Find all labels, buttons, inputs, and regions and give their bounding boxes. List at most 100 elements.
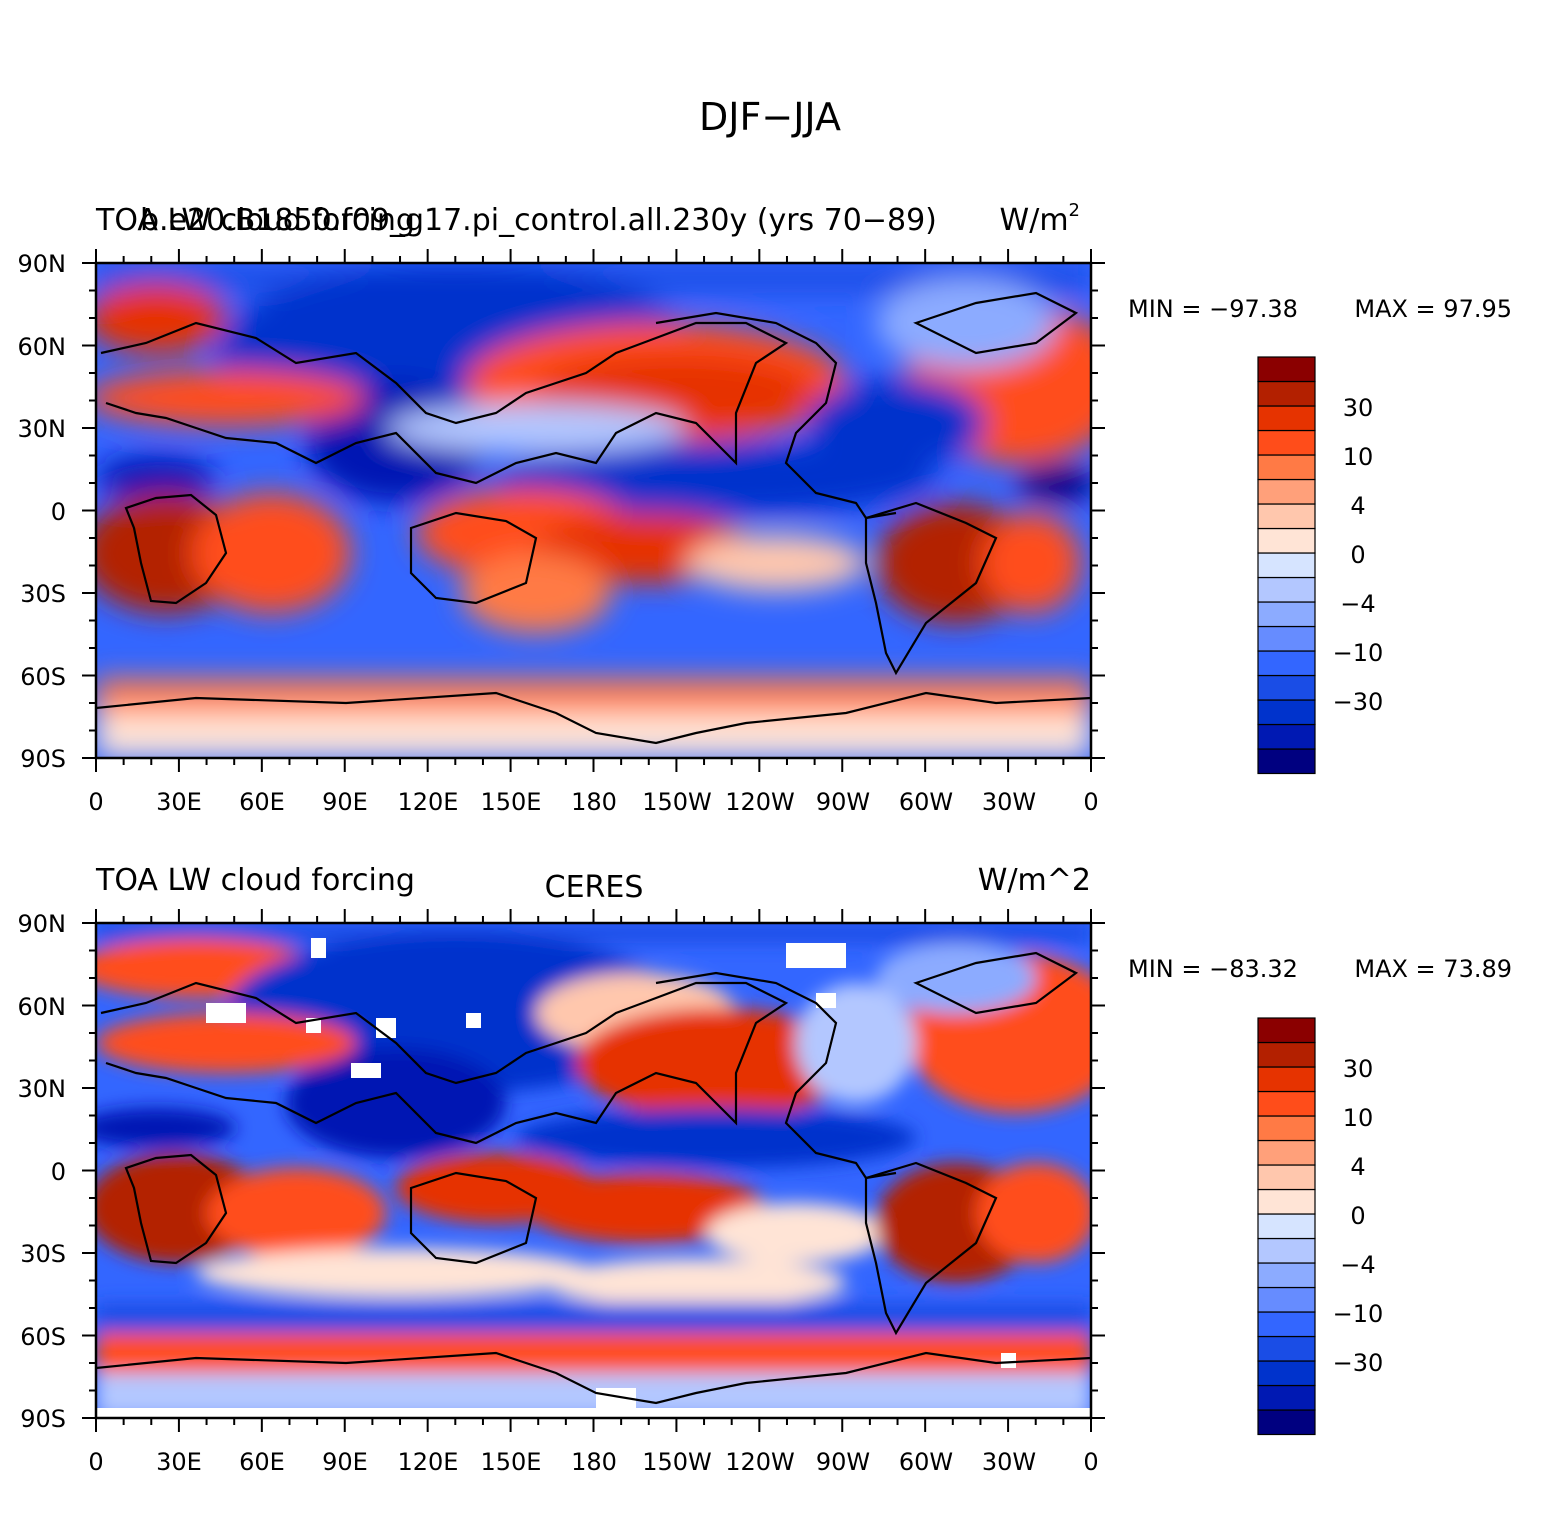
colorbar-swatch (1257, 552, 1316, 579)
panel-model: TOA LW cloud forcing b.e20.B1850.f09_g17… (18, 200, 1513, 816)
panel-center-title: b.e20.B1850.f09_g17.pi_control.all.230y … (140, 203, 937, 238)
colorbar-swatch (1257, 380, 1316, 407)
lon-label: 120E (398, 788, 459, 816)
figure-title: DJF−JJA (699, 95, 841, 139)
colorbar-swatch (1257, 1213, 1316, 1240)
colorbar-swatch (1257, 1164, 1316, 1191)
lon-label: 180 (571, 1448, 617, 1476)
colorbar-tick-label: 10 (1343, 443, 1374, 471)
lon-label: 120E (398, 1448, 459, 1476)
colorbar-swatch (1257, 576, 1316, 603)
lon-label: 150W (642, 1448, 712, 1476)
panel-units: W/m^2 (978, 863, 1091, 898)
lon-label: 120W (725, 1448, 795, 1476)
colorbar-swatch (1257, 1237, 1316, 1264)
lon-label: 90E (322, 1448, 368, 1476)
colorbar-tick-label: −10 (1333, 639, 1384, 667)
lon-label: 60E (239, 788, 285, 816)
lat-label: 60S (20, 1323, 66, 1351)
colorbar-tick-label: 30 (1343, 1055, 1374, 1083)
lon-label: 150E (481, 788, 542, 816)
colorbar-swatch (1257, 1041, 1316, 1068)
colorbar-tick-label: −4 (1340, 590, 1375, 618)
colorbar-swatch (1257, 527, 1316, 554)
lat-label: 90N (18, 910, 67, 938)
colorbar-swatch (1257, 429, 1316, 456)
colorbar-swatch (1257, 503, 1316, 530)
colorbar-swatch (1257, 1115, 1316, 1142)
lon-label: 0 (88, 1448, 103, 1476)
lat-label: 30S (20, 1240, 66, 1268)
axis-lat: 90N 60N 30N 0 30S 60S 90S (18, 910, 67, 1433)
panel-left-title: TOA LW cloud forcing (95, 203, 415, 238)
colorbar-tick-label: 0 (1350, 1202, 1365, 1230)
lat-label: 30S (20, 580, 66, 608)
min-label: MIN = −97.38 (1128, 295, 1298, 323)
colorbar-tick-label: −30 (1333, 1349, 1384, 1377)
lat-label: 0 (51, 498, 66, 526)
lon-label: 90W (816, 1448, 870, 1476)
colorbar-swatch (1257, 650, 1316, 677)
axis-lat: 90N 60N 30N 0 30S 60S 90S (18, 250, 67, 773)
colorbar-swatch (1257, 1335, 1316, 1362)
colorbar: 30 10 4 0 −4 −10 −30 (1257, 356, 1384, 775)
coastlines (96, 951, 1091, 1405)
colorbar-swatch (1257, 748, 1316, 775)
lon-label: 90E (322, 788, 368, 816)
colorbar-swatch (1257, 625, 1316, 652)
lat-label: 30N (18, 415, 67, 443)
colorbar-swatch (1257, 1409, 1316, 1436)
colorbar-swatch (1257, 674, 1316, 701)
axis-ticks (82, 909, 1105, 1432)
lon-label: 60W (899, 788, 953, 816)
colorbar-tick-label: 30 (1343, 394, 1374, 422)
coastlines (96, 291, 1091, 745)
colorbar-swatch (1257, 454, 1316, 481)
colorbar-swatch (1257, 1384, 1316, 1411)
lon-label: 30E (156, 1448, 202, 1476)
lon-label: 150W (642, 788, 712, 816)
colorbar-swatch (1257, 699, 1316, 726)
field-anomalies (96, 923, 1091, 1418)
lat-label: 60N (18, 993, 67, 1021)
lon-label: 0 (1083, 788, 1098, 816)
lon-label: 120W (725, 788, 795, 816)
colorbar-tick-label: −30 (1333, 688, 1384, 716)
panel-center-title: CERES (545, 870, 644, 905)
lat-label: 0 (51, 1158, 66, 1186)
field-anomalies (96, 263, 1091, 758)
lat-label: 60S (20, 663, 66, 691)
lat-label: 90S (20, 745, 66, 773)
lat-label: 60N (18, 333, 67, 361)
lon-label: 0 (1083, 1448, 1098, 1476)
axis-ticks (82, 249, 1105, 772)
colorbar-swatch (1257, 1188, 1316, 1215)
colorbar-tick-label: 0 (1350, 541, 1365, 569)
colorbar-swatch (1257, 1066, 1316, 1093)
lat-label: 30N (18, 1075, 67, 1103)
lon-label: 60E (239, 1448, 285, 1476)
colorbar-tick-label: −10 (1333, 1300, 1384, 1328)
colorbar-swatch (1257, 1139, 1316, 1166)
lon-label: 30E (156, 788, 202, 816)
colorbar-swatch (1257, 1311, 1316, 1338)
colorbar: 30 10 4 0 −4 −10 −30 (1257, 1017, 1384, 1436)
map-field (94, 261, 1093, 760)
colorbar-swatch (1257, 1090, 1316, 1117)
lon-label: 150E (481, 1448, 542, 1476)
colorbar-tick-label: 10 (1343, 1104, 1374, 1132)
colorbar-tick-label: 4 (1350, 1153, 1365, 1181)
colorbar-swatch (1257, 1286, 1316, 1313)
panel-obs: TOA LW cloud forcing CERES W/m^2 (18, 863, 1513, 1476)
colorbar-swatch (1257, 356, 1316, 383)
colorbar-swatch (1257, 723, 1316, 750)
lon-label: 30W (982, 1448, 1036, 1476)
lon-label: 180 (571, 788, 617, 816)
panel-units: W/m2 (1000, 200, 1080, 238)
colorbar-swatch (1257, 1360, 1316, 1387)
lat-label: 90N (18, 250, 67, 278)
colorbar-swatch (1257, 1017, 1316, 1044)
lon-label: 90W (816, 788, 870, 816)
colorbar-tick-label: 4 (1350, 492, 1365, 520)
